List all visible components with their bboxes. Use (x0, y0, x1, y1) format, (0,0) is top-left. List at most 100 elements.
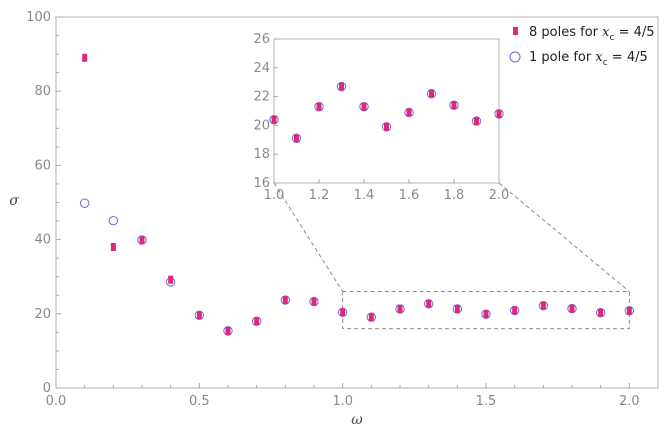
zoom-connector-left (273, 182, 344, 292)
inset-x-tick-label: 1.8 (444, 188, 465, 203)
point-8-poles (454, 304, 460, 313)
x-tick-label: 1.5 (476, 394, 497, 409)
x-axis-label: ω (351, 412, 363, 428)
inset-point-8-poles (474, 117, 479, 126)
inset-y-tick-label: 24 (253, 61, 270, 76)
inset-x-tick-label: 1.0 (264, 188, 285, 203)
point-1-pole (481, 309, 491, 319)
point-8-poles (483, 310, 489, 319)
main-axis-ticks: 0.0 0.5 1.0 1.5 2.0 0 20 40 60 80 100 (26, 10, 640, 409)
point-1-pole (624, 306, 635, 316)
point-8-poles (598, 308, 604, 317)
legend-entry-8-poles: 8 poles for xc = 4/5 (513, 25, 655, 43)
legend-label-8-poles: 8 poles for xc = 4/5 (529, 25, 655, 43)
inset-point-8-poles (406, 108, 412, 117)
inset-point-1-pole (381, 122, 392, 132)
legend-marker-filled-square (513, 27, 518, 35)
inset-point-1-pole (426, 89, 437, 99)
point-8-poles (110, 243, 116, 252)
point-8-poles (512, 306, 518, 315)
inset-point-8-poles (361, 102, 367, 111)
point-8-poles (368, 313, 374, 322)
zoom-region-box (273, 182, 630, 330)
inset-point-8-poles (316, 102, 322, 111)
point-1-pole (538, 300, 549, 311)
inset-point-8-poles (429, 89, 434, 98)
inset-x-tick-label: 2.0 (489, 188, 510, 203)
inset-point-8-poles (339, 82, 344, 91)
point-8-poles (626, 306, 632, 315)
point-1-pole (223, 326, 233, 336)
inset-x-tick-label: 1.6 (399, 188, 420, 203)
inset-y-tick-label: 16 (253, 176, 270, 191)
inset-point-1-pole (359, 101, 369, 112)
inset-point-8-poles (271, 115, 277, 124)
inset-frame (273, 38, 500, 184)
inset-y-tick-label: 20 (253, 118, 270, 133)
point-8-poles (569, 304, 575, 313)
inset-point-1-pole (269, 114, 279, 125)
inset-point-8-poles (384, 122, 389, 131)
y-tick-label: 100 (26, 10, 51, 25)
inset-point-8-poles (451, 101, 457, 110)
inset-point-1-pole (449, 100, 459, 110)
point-1-pole (251, 316, 262, 326)
point-1-pole (423, 299, 434, 309)
point-8-poles (196, 311, 202, 320)
point-8-poles (254, 317, 260, 326)
point-8-poles (340, 308, 346, 317)
inset-point-1-pole (404, 107, 414, 118)
inset-x-tick-label: 1.4 (354, 188, 375, 203)
inset-point-1-pole (314, 101, 324, 112)
point-8-poles (139, 236, 145, 245)
point-1-pole (280, 295, 291, 305)
point-1-pole (337, 307, 348, 318)
y-tick-label: 20 (34, 307, 51, 322)
y-tick-label: 80 (34, 84, 51, 99)
point-1-pole (194, 310, 205, 320)
x-tick-label: 0.5 (189, 394, 210, 409)
inset-point-1-pole (291, 133, 302, 144)
inset-plot: 1.0 1.2 1.4 1.6 1.8 2.0 16 18 20 22 24 26 (253, 32, 509, 203)
point-1-pole (452, 304, 463, 314)
point-8-poles (311, 297, 317, 306)
point-8-poles (397, 304, 403, 313)
point-1-pole (509, 305, 520, 316)
point-1-pole (595, 307, 606, 318)
point-1-pole (79, 198, 90, 208)
inset-y-tick-label: 26 (253, 32, 270, 47)
inset-point-8-poles (294, 134, 299, 143)
y-tick-label: 40 (34, 233, 51, 248)
inset-y-tick-label: 22 (253, 90, 270, 105)
point-8-poles (540, 301, 546, 310)
main-data-points (79, 53, 635, 336)
y-tick-label: 60 (34, 158, 51, 173)
y-axis-label: σ (9, 193, 19, 209)
legend-label-1-pole: 1 pole for xc = 4/5 (529, 50, 648, 68)
point-1-pole (366, 312, 377, 322)
inset-y-tick-label: 18 (253, 147, 270, 162)
zoom-rectangle (342, 291, 630, 330)
zoom-connector-right (498, 182, 630, 292)
legend-entry-1-pole: 1 pole for xc = 4/5 (509, 50, 648, 68)
y-tick-label: 0 (43, 381, 51, 396)
inset-point-1-pole (336, 81, 347, 92)
point-1-pole (309, 296, 319, 307)
point-1-pole (567, 303, 577, 314)
x-tick-label: 0.0 (46, 394, 67, 409)
point-1-pole (108, 215, 119, 226)
x-tick-label: 2.0 (619, 394, 640, 409)
point-8-poles (282, 296, 288, 305)
point-8-poles (168, 275, 174, 284)
inset-x-tick-label: 1.2 (309, 188, 330, 203)
point-8-poles (82, 53, 88, 62)
inset-point-1-pole (471, 116, 482, 126)
legend-marker-open-circle (509, 51, 521, 63)
point-8-poles (426, 299, 432, 308)
inset-point-1-pole (494, 109, 504, 119)
inset-point-8-poles (496, 109, 502, 118)
point-1-pole (395, 304, 405, 314)
x-tick-label: 1.0 (332, 394, 353, 409)
legend: 8 poles for xc = 4/5 1 pole for xc = 4/5 (509, 25, 655, 68)
